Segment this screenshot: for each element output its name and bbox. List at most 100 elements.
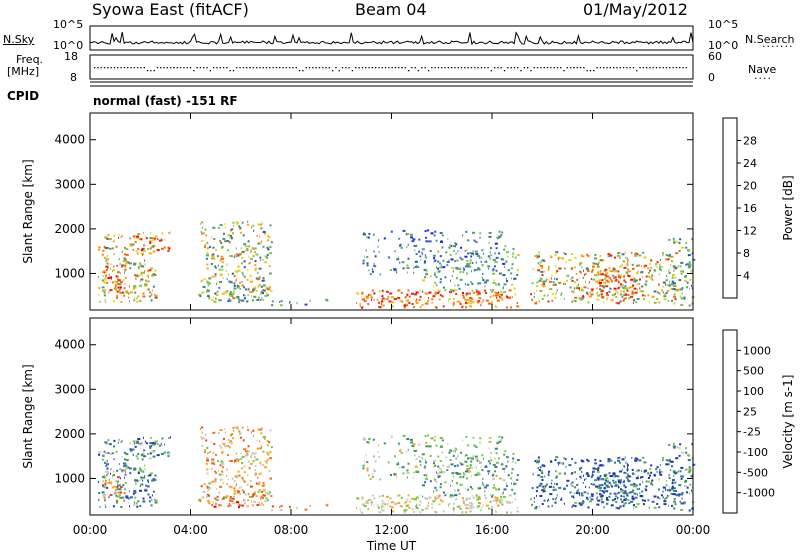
power-cell	[242, 234, 245, 237]
power-cell	[623, 274, 625, 277]
velocity-cell	[243, 448, 247, 451]
velocity-cell	[406, 509, 408, 511]
velocity-cell	[485, 484, 489, 487]
power-cell	[406, 246, 408, 249]
velocity-cell	[242, 478, 244, 481]
power-cell	[579, 298, 583, 301]
freq-dot	[679, 67, 681, 69]
power-cell	[106, 237, 109, 240]
velocity-cell	[254, 490, 256, 493]
velocity-cell	[143, 436, 144, 439]
power-cell	[432, 295, 436, 298]
freq-dot	[421, 67, 423, 69]
velocity-cell	[600, 494, 604, 497]
power-cell	[415, 300, 418, 303]
velocity-cell	[558, 486, 562, 489]
velocity-cell	[247, 445, 250, 448]
velocity-cell	[569, 491, 572, 494]
power-cell	[260, 240, 262, 243]
velocity-cell	[454, 489, 456, 492]
freq-dot	[308, 67, 311, 69]
power-cell	[413, 293, 417, 296]
power-cell	[479, 236, 481, 239]
power-cell	[502, 258, 505, 261]
velocity-cell	[542, 485, 544, 488]
freq-dot	[150, 70, 152, 72]
velocity-cell	[636, 469, 639, 472]
velocity-cell	[541, 503, 544, 505]
power-cell	[476, 254, 479, 257]
velocity-cell	[397, 494, 400, 497]
velocity-cell	[558, 463, 559, 466]
velocity-cell	[363, 437, 366, 440]
power-cell	[271, 304, 274, 307]
velocity-cell	[465, 499, 467, 502]
velocity-cell	[499, 498, 501, 501]
power-cell	[475, 241, 478, 244]
power-cell	[691, 284, 692, 287]
power-cell	[644, 294, 646, 297]
power-cell	[115, 245, 118, 248]
velocity-cell	[326, 504, 329, 507]
freq-dot	[256, 67, 258, 69]
power-cell	[148, 269, 152, 272]
power-cell	[124, 269, 127, 272]
velocity-cell	[661, 470, 663, 473]
velocity-cell	[115, 480, 118, 483]
velocity-cell	[446, 466, 450, 468]
velocity-cell	[588, 486, 590, 489]
velocity-cell	[606, 486, 610, 489]
power-cell	[266, 246, 269, 249]
power-cell	[259, 242, 262, 245]
velocity-cell	[651, 500, 655, 503]
velocity-cell	[625, 476, 628, 479]
velocity-cell	[513, 492, 516, 495]
velocity-cell	[220, 463, 223, 466]
power-cell	[214, 292, 217, 295]
velocity-cell	[279, 506, 280, 508]
velocity-cell	[461, 510, 464, 513]
velocity-cell	[129, 496, 133, 499]
power-cell	[459, 271, 462, 274]
power-cell	[122, 291, 125, 294]
velocity-cell	[541, 489, 544, 492]
velocity-cell	[150, 445, 152, 448]
power-cell	[434, 259, 437, 262]
velocity-cell	[630, 483, 634, 486]
velocity-cell	[365, 454, 367, 457]
velocity-cell	[128, 501, 130, 504]
power-cell	[614, 276, 617, 279]
power-cell	[599, 284, 602, 287]
power-cell	[465, 294, 467, 297]
velocity-cell	[424, 435, 427, 438]
power-cell	[265, 286, 269, 289]
velocity-cell	[224, 445, 228, 448]
power-cell	[456, 276, 458, 279]
velocity-cell	[268, 470, 271, 473]
velocity-cell	[237, 470, 240, 473]
freq-dot	[527, 67, 529, 69]
power-cell	[235, 279, 237, 282]
power-cell	[465, 301, 467, 304]
velocity-cell	[237, 459, 240, 462]
power-cell	[267, 248, 270, 251]
power-cell	[227, 273, 229, 276]
power-cell	[447, 238, 449, 240]
power-cell	[414, 260, 418, 263]
power-cell	[222, 238, 226, 240]
power-cell	[462, 295, 465, 298]
power-cell	[215, 275, 217, 278]
velocity-cell	[506, 501, 509, 504]
velocity-cell	[469, 466, 472, 469]
power-cell	[255, 247, 257, 250]
power-cell	[149, 241, 152, 244]
velocity-cell	[246, 483, 249, 486]
velocity-cell	[484, 465, 488, 468]
velocity-cell	[437, 475, 441, 478]
freq-dot	[315, 67, 317, 69]
power-cell	[296, 302, 298, 305]
power-cell	[263, 232, 266, 235]
power-cell	[226, 278, 228, 281]
power-cell	[477, 255, 480, 258]
power-cell	[588, 281, 590, 284]
